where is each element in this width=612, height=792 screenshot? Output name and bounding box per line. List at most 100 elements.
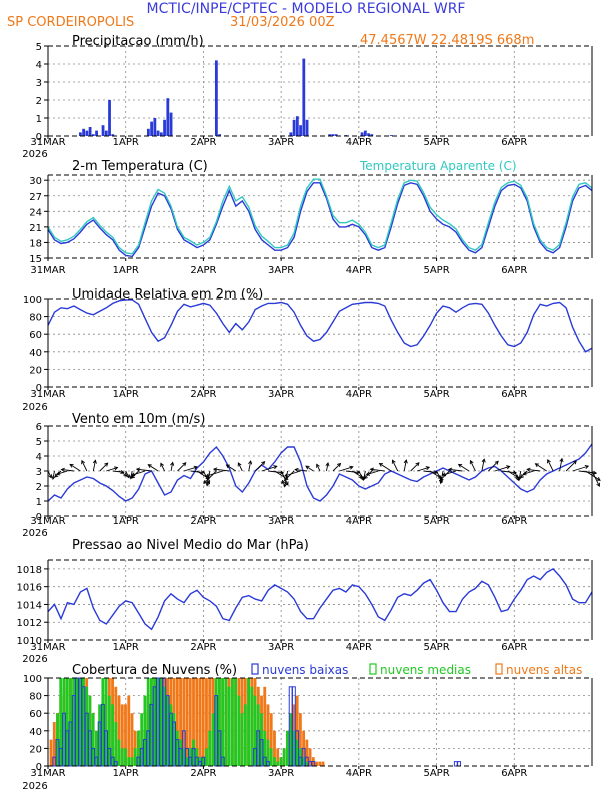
xtick-year: 2026 xyxy=(22,654,47,665)
cloud-legend-swatch xyxy=(251,663,259,675)
wind-arrow xyxy=(237,462,243,472)
xtick-label: 4APR xyxy=(346,768,372,779)
wind-arrow-head xyxy=(526,467,531,472)
precip-bar xyxy=(295,116,299,136)
xtick-label: 3APR xyxy=(268,389,294,400)
panel-pressure: 1010 1012 1014 1016 1018 31MAR 1APR 2APR 3APR 4AP… xyxy=(17,538,593,665)
wind-arrow xyxy=(481,459,485,472)
cloud-bar-nuvens-medias xyxy=(107,695,111,766)
wind-arrow-head xyxy=(69,463,74,468)
wind-arrow xyxy=(358,470,364,481)
cloud-bar-nuvens-altas xyxy=(175,678,179,766)
cloud-bar-nuvens-medias xyxy=(133,748,137,766)
wind-arrow xyxy=(379,463,392,472)
cloud-bar-nuvens-medias xyxy=(256,704,260,766)
wind-arrow xyxy=(392,460,399,472)
cloud-legend-label: nuvens baixas xyxy=(262,663,348,677)
cloud-bar-nuvens-medias xyxy=(75,678,79,766)
wind-arrow-head xyxy=(193,465,199,470)
ytick-label: 5 xyxy=(36,437,42,448)
precip-bar xyxy=(153,118,157,136)
wind-arrow-head xyxy=(325,462,330,467)
wind-arrow xyxy=(130,470,133,479)
ytick-label: 15 xyxy=(29,254,42,265)
wind-arrow-head xyxy=(584,464,590,469)
cloud-bar-nuvens-medias xyxy=(250,686,254,766)
ytick-label: 4 xyxy=(36,60,42,71)
xtick-label: 31MAR xyxy=(30,642,65,653)
wind-arrow xyxy=(106,467,118,472)
wind-arrow-head xyxy=(92,459,97,464)
precip-bar xyxy=(108,100,111,136)
panel-title-precip: Precipitacao (mm/h) xyxy=(72,34,204,49)
wind-arrow xyxy=(442,470,457,476)
panel-precip: 0 1 2 3 4 5 31MAR 1APR 2APR 3APR 4APR 5APR 6APR 2026 P… xyxy=(22,34,593,160)
precip-bar xyxy=(169,112,173,136)
wind-arrow xyxy=(170,462,174,472)
cloud-legend-swatch xyxy=(369,663,377,675)
cloud-bar-nuvens-medias xyxy=(230,678,234,766)
cloud-bar-nuvens-medias xyxy=(175,730,179,766)
series-line-vento xyxy=(47,443,593,502)
cloud-bar-nuvens-medias xyxy=(182,748,186,766)
xtick-label: 31MAR xyxy=(30,137,65,148)
cloud-bar-nuvens-altas xyxy=(205,678,208,766)
wind-arrow-head xyxy=(469,459,474,465)
wind-arrow-head xyxy=(135,467,141,472)
wind-arrow xyxy=(99,462,109,472)
cloud-bar-nuvens-altas xyxy=(208,678,212,766)
cloud-bar-nuvens-medias xyxy=(114,722,118,766)
wind-arrow xyxy=(403,460,407,472)
cloud-bar-nuvens-medias xyxy=(111,704,114,766)
wind-arrow xyxy=(535,463,547,472)
wind-arrow xyxy=(572,465,589,472)
ytick-label: 0 xyxy=(36,512,42,523)
cloud-bar-nuvens-altas xyxy=(120,704,124,766)
precip-bar xyxy=(166,98,170,136)
xtick-label: 2APR xyxy=(190,265,216,276)
wind-arrow-head xyxy=(441,472,447,477)
wind-arrow xyxy=(585,470,601,481)
cloud-bar-nuvens-baixas xyxy=(291,686,296,767)
cloud-bar-nuvens-medias xyxy=(101,678,105,766)
wind-arrow xyxy=(190,470,204,474)
precip-bar xyxy=(292,119,296,136)
wind-arrow xyxy=(518,470,522,481)
wind-arrow xyxy=(281,470,295,484)
wind-arrow-head xyxy=(494,460,499,465)
cloud-bar-nuvens-altas xyxy=(49,739,53,766)
cloud-bar-nuvens-baixas xyxy=(259,739,264,767)
cloud-bar-nuvens-medias xyxy=(62,678,66,766)
cloud-bar-nuvens-medias xyxy=(153,678,157,766)
wind-arrow xyxy=(494,465,510,472)
wind-arrow-head xyxy=(425,466,431,471)
xtick-label: 1APR xyxy=(113,516,139,527)
ytick-label: 20 xyxy=(29,365,42,376)
wind-arrow-head xyxy=(203,479,208,485)
cloud-bar-nuvens-medias xyxy=(286,730,289,766)
cloud-bar-nuvens-medias xyxy=(104,678,108,766)
xtick-label: 5APR xyxy=(423,516,449,527)
ytick-label: 100 xyxy=(23,674,42,685)
xtick-label: 31MAR xyxy=(30,768,65,779)
wind-arrow-head xyxy=(391,459,396,464)
cloud-bar-nuvens-medias xyxy=(85,686,89,766)
wind-arrow xyxy=(213,468,230,472)
precip-bar xyxy=(305,119,309,136)
cloud-bar-nuvens-medias xyxy=(302,757,306,766)
xtick-label: 5APR xyxy=(423,137,449,148)
wind-arrow-head xyxy=(130,474,136,479)
precip-bar xyxy=(159,132,163,136)
cloud-bar-nuvens-medias xyxy=(150,678,153,766)
wind-arrow xyxy=(591,470,600,487)
series-line-pressao xyxy=(47,568,593,631)
wind-arrow-head xyxy=(592,470,598,475)
wind-arrow-head xyxy=(205,482,210,487)
precip-bar xyxy=(299,125,302,136)
wind-arrow xyxy=(47,470,52,478)
cloud-bar-nuvens-altas xyxy=(127,695,131,766)
precip-bar xyxy=(214,60,218,136)
panel-clouds: 0 20 40 60 80 100 31MAR 1APR 2APR 3APR 4APR 5APR 6AP… xyxy=(22,663,593,792)
cloud-bar-nuvens-medias xyxy=(140,713,144,766)
station-name: SP CORDEIROPOLIS xyxy=(7,15,134,30)
